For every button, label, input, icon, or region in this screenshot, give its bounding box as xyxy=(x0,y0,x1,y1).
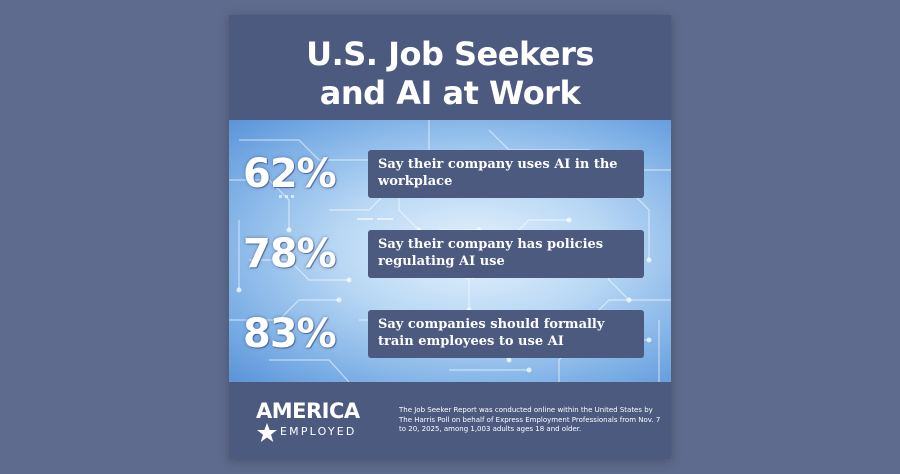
logo-wordmark-top: AMERICA xyxy=(256,399,360,423)
america-employed-logo: AMERICA EMPLOYED xyxy=(256,400,386,444)
title-line-1: U.S. Job Seekers xyxy=(306,35,594,73)
logo-wordmark-bottom: EMPLOYED xyxy=(280,425,357,438)
stat-row-2: 78% Say their company has policies regul… xyxy=(229,228,671,280)
circuit-board-panel: 62% Say their company uses AI in the wor… xyxy=(229,120,671,382)
infographic-title: U.S. Job Seekers and AI at Work xyxy=(229,35,671,113)
footer: AMERICA EMPLOYED The Job Seeker Report w… xyxy=(229,382,671,459)
stat-label-2: Say their company has policies regulatin… xyxy=(368,230,644,278)
star-icon xyxy=(257,423,277,442)
stat-percent-3: 83% xyxy=(243,311,337,357)
survey-footnote: The Job Seeker Report was conducted onli… xyxy=(399,406,661,433)
infographic-card: U.S. Job Seekers and AI at Work xyxy=(229,15,671,459)
stat-label-1: Say their company uses AI in the workpla… xyxy=(368,150,644,198)
stat-row-1: 62% Say their company uses AI in the wor… xyxy=(229,148,671,200)
title-line-2: and AI at Work xyxy=(319,74,581,112)
stat-percent-2: 78% xyxy=(243,231,337,277)
stat-label-3: Say companies should formally train empl… xyxy=(368,310,644,358)
stat-percent-1: 62% xyxy=(243,151,337,197)
stat-row-3: 83% Say companies should formally train … xyxy=(229,308,671,360)
